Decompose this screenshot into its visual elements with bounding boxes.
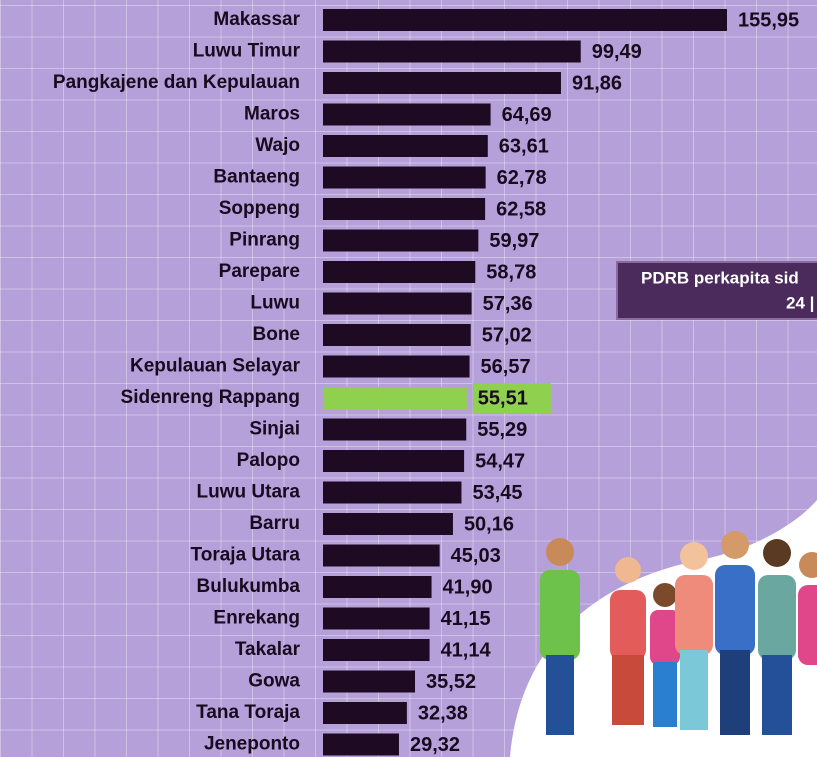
bar: [323, 324, 471, 346]
category-label: Bulukumba: [197, 576, 301, 597]
bar: [323, 135, 488, 157]
value-label: 64,69: [502, 104, 552, 126]
bar: [323, 198, 485, 220]
category-label: Parepare: [219, 261, 300, 282]
value-label: 54,47: [475, 450, 525, 472]
bar: [323, 9, 727, 31]
category-label: Toraja Utara: [191, 545, 301, 566]
value-label: 58,78: [486, 261, 536, 283]
category-label: Gowa: [248, 671, 300, 692]
value-label: 50,16: [464, 513, 514, 535]
value-label: 41,15: [441, 608, 491, 630]
annotation-text: PDRB perkapita sid: [641, 268, 799, 287]
bar: [323, 450, 464, 472]
category-label: Luwu: [250, 293, 300, 314]
bar: [323, 104, 491, 126]
category-label: Jeneponto: [204, 734, 300, 755]
bar: [323, 576, 432, 598]
bar: [323, 513, 453, 535]
category-label: Barru: [249, 513, 300, 534]
page: Makassar 155,95 Luwu Timur 99,49 Pangkajene …: [0, 0, 817, 757]
category-label: Luwu Timur: [193, 41, 301, 62]
bar: [323, 41, 581, 63]
category-label: Bone: [253, 324, 301, 345]
value-label: 62,58: [496, 198, 546, 220]
category-label: Bantaeng: [213, 167, 300, 188]
category-label: Sidenreng Rappang: [121, 387, 300, 408]
value-label: 57,36: [483, 293, 533, 315]
value-label: 56,57: [481, 356, 531, 378]
category-label: Takalar: [235, 639, 301, 660]
category-label: Makassar: [213, 9, 300, 30]
bar: [323, 261, 475, 283]
category-label: Soppeng: [219, 198, 300, 219]
value-label: 35,52: [426, 671, 476, 693]
category-label: Enrekang: [213, 608, 300, 629]
value-label: 62,78: [497, 167, 547, 189]
bar: [323, 482, 461, 504]
value-label: 63,61: [499, 135, 549, 157]
value-label: 59,97: [489, 230, 539, 252]
bar: [323, 734, 399, 756]
value-label: 53,45: [472, 482, 522, 504]
chart: Makassar 155,95 Luwu Timur 99,49 Pangkajene …: [0, 0, 817, 757]
value-label: 91,86: [572, 72, 622, 94]
category-label: Maros: [244, 104, 300, 125]
value-label: 99,49: [592, 41, 642, 63]
bar: [323, 702, 407, 724]
value-label: 57,02: [482, 324, 532, 346]
bar: [323, 671, 415, 693]
bar: [323, 387, 467, 409]
category-label: Luwu Utara: [197, 482, 301, 503]
bar: [323, 293, 472, 315]
category-label: Sinjai: [249, 419, 300, 440]
value-label: 29,32: [410, 734, 460, 756]
bar: [323, 639, 430, 661]
value-label: 41,14: [441, 639, 492, 661]
bar: [323, 545, 440, 567]
value-label: 155,95: [738, 9, 799, 31]
bar: [323, 230, 478, 252]
bar: [323, 72, 561, 94]
value-label: 45,03: [451, 545, 501, 567]
bar: [323, 419, 466, 441]
value-label: 55,51: [478, 387, 528, 409]
bar: [323, 356, 470, 378]
value-label: 55,29: [477, 419, 527, 441]
category-label: Palopo: [237, 450, 300, 471]
value-label: 32,38: [418, 702, 468, 724]
category-label: Kepulauan Selayar: [130, 356, 301, 377]
category-label: Pinrang: [229, 230, 300, 251]
bar: [323, 167, 486, 189]
bar: [323, 608, 430, 630]
value-label: 41,90: [443, 576, 493, 598]
category-label: Tana Toraja: [196, 702, 300, 723]
annotation-text: 24 |: [786, 293, 814, 312]
category-label: Wajo: [255, 135, 300, 156]
category-label: Pangkajene dan Kepulauan: [53, 72, 300, 93]
